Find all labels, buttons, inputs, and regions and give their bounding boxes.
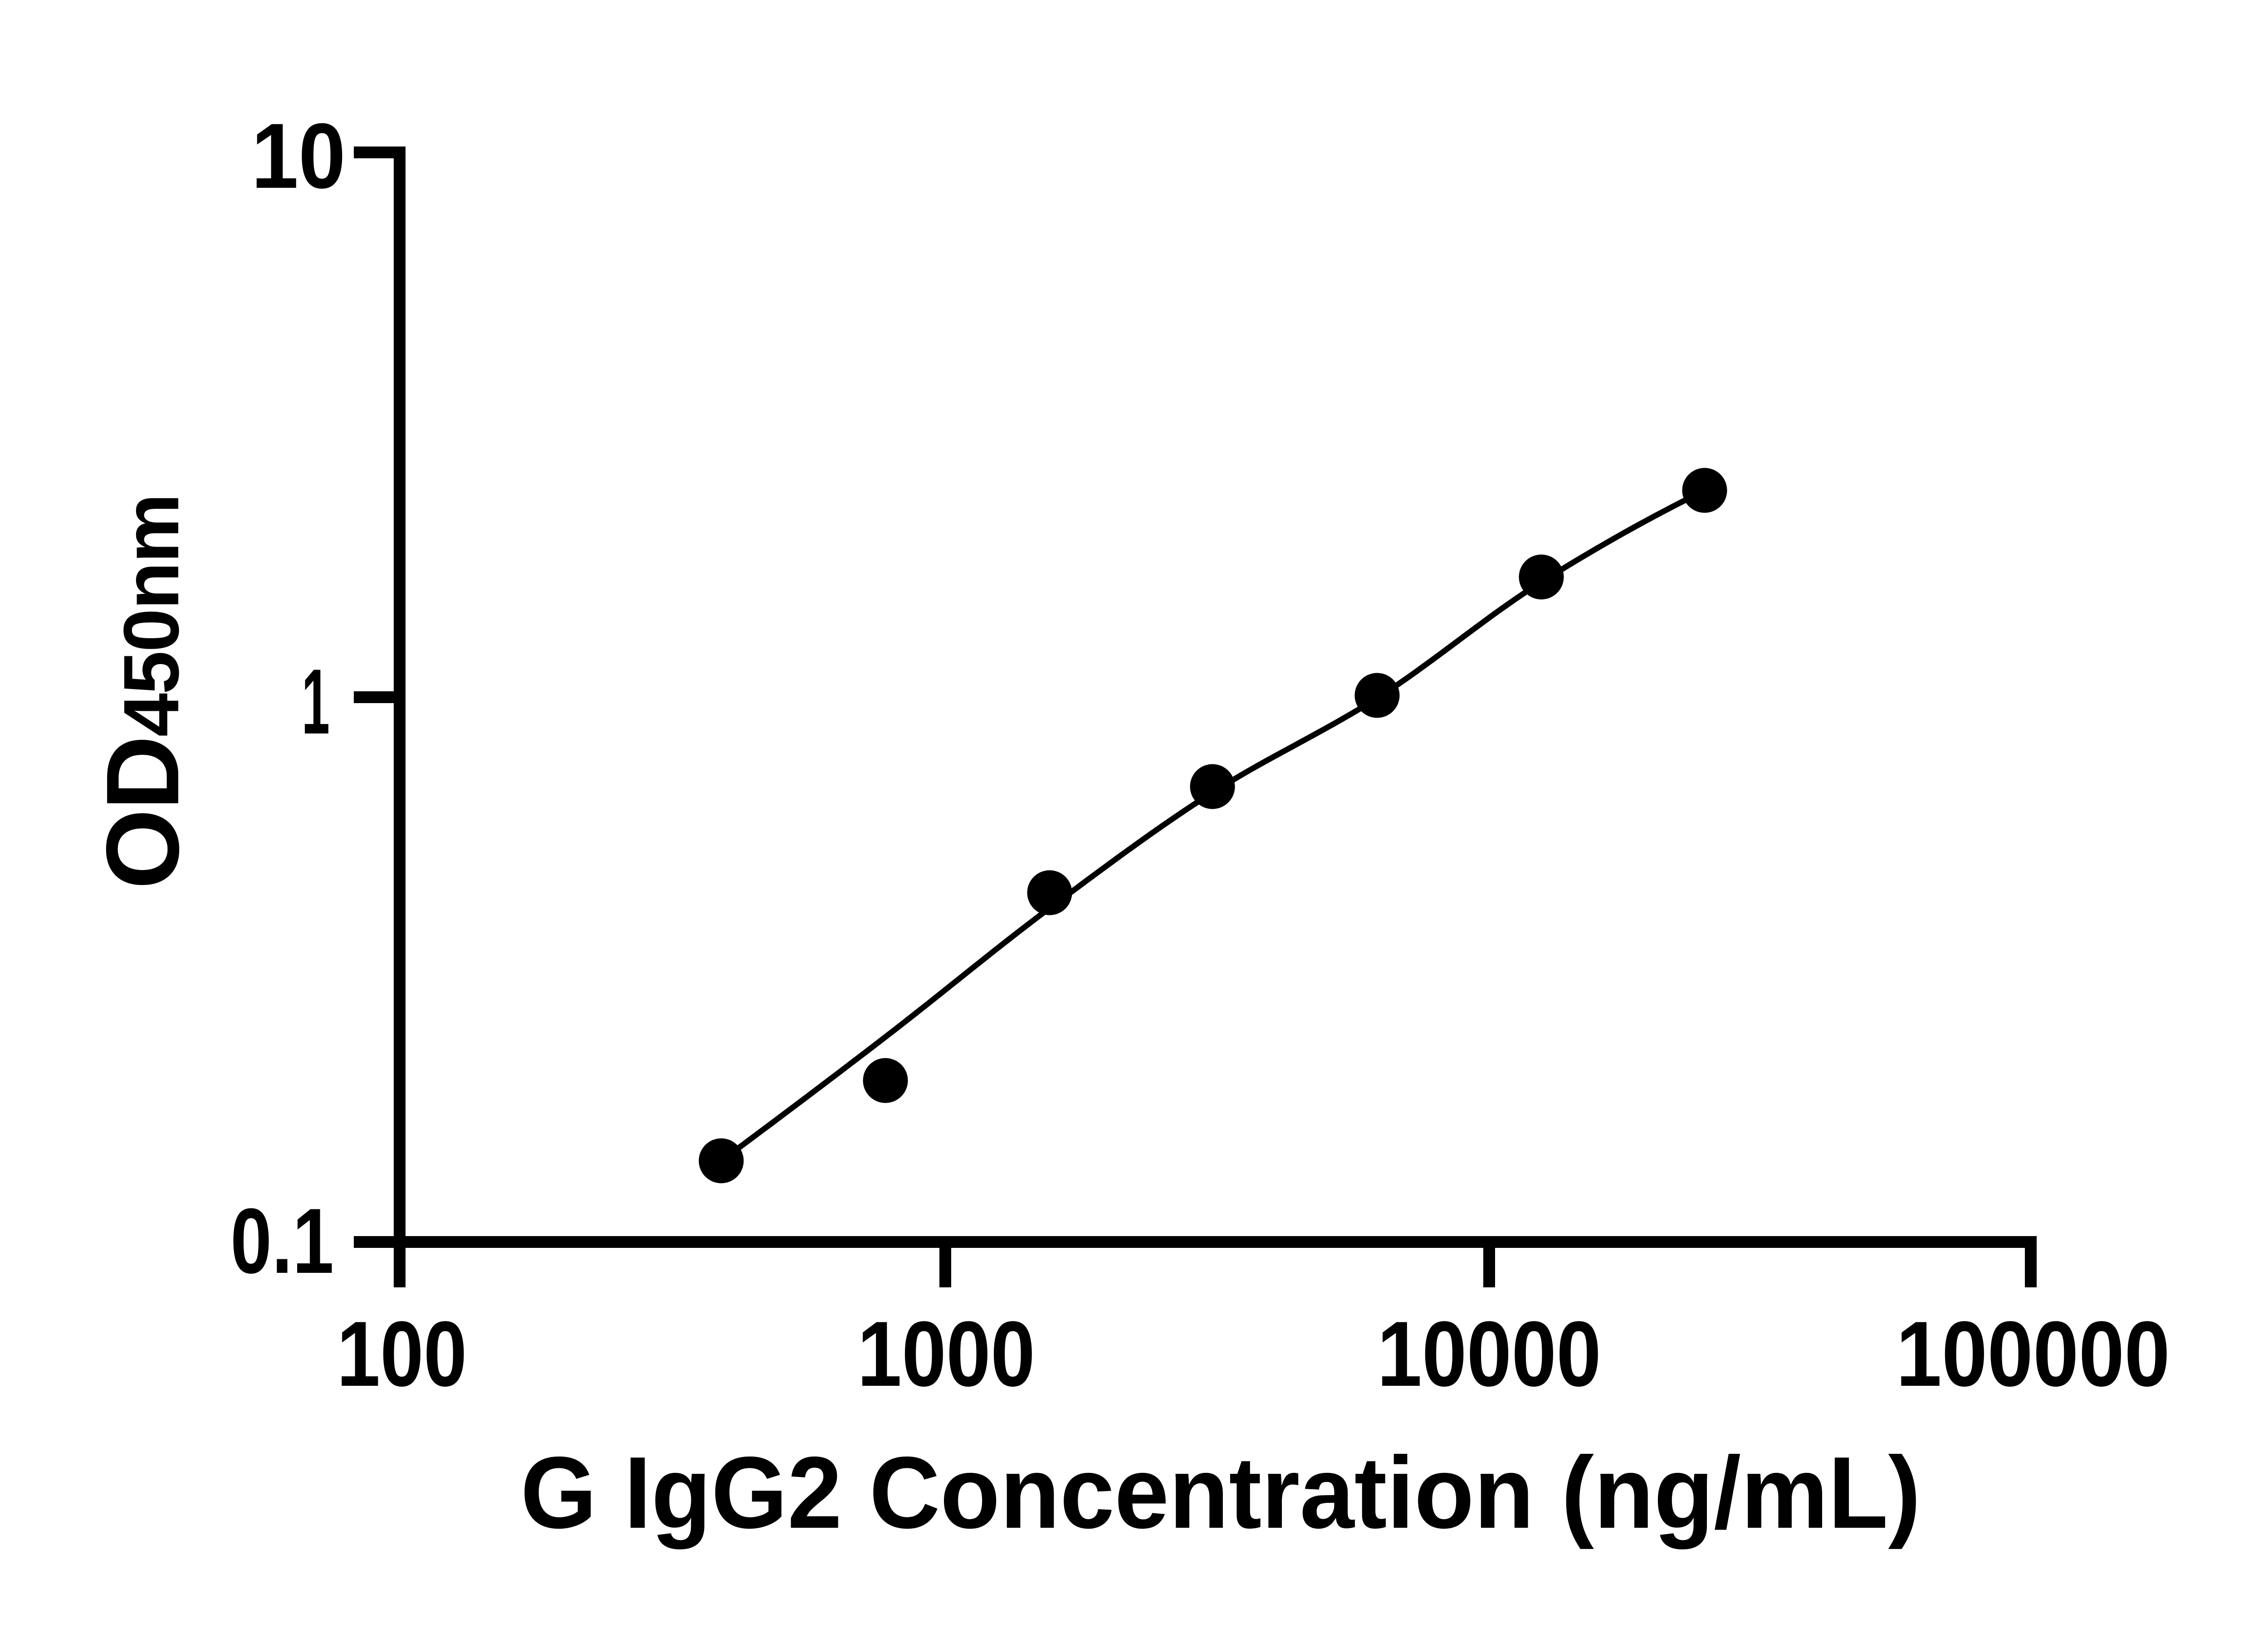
svg-text:10000: 10000 (1377, 1302, 1601, 1406)
svg-text:0.1: 0.1 (230, 1189, 334, 1293)
svg-text:100: 100 (337, 1302, 467, 1406)
svg-text:10: 10 (251, 104, 346, 208)
svg-text:1: 1 (302, 650, 330, 753)
svg-text:OD450nm: OD450nm (85, 494, 200, 890)
svg-text:100000: 100000 (1896, 1302, 2170, 1406)
svg-text:G IgG2 Concentration (ng/mL): G IgG2 Concentration (ng/mL) (521, 1435, 1921, 1550)
svg-text:1000: 1000 (857, 1302, 1035, 1406)
